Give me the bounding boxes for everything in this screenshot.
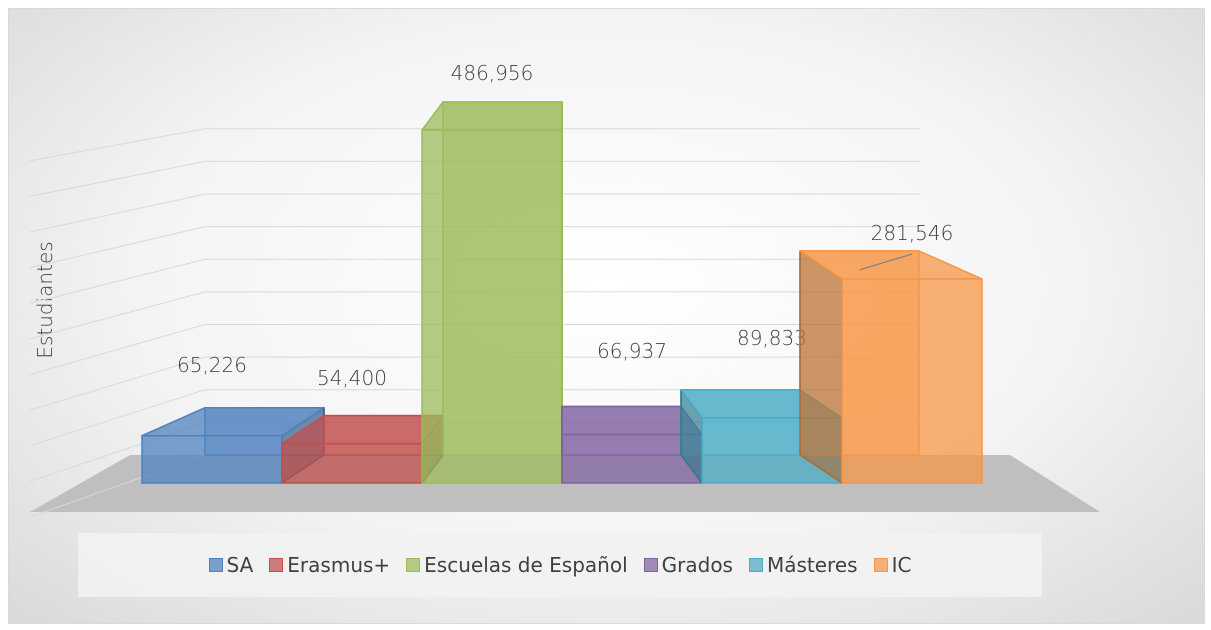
legend-swatch — [873, 558, 888, 572]
legend-item: Escuelas de Español — [406, 553, 628, 577]
data-label: 66,937 — [597, 339, 667, 363]
grid-line — [29, 160, 206, 197]
legend-item: SA — [208, 553, 254, 577]
legend-swatch — [748, 558, 763, 572]
legend-item: Grados — [643, 553, 733, 577]
legend-label: Másteres — [766, 553, 858, 577]
data-label: 486,956 — [451, 61, 534, 85]
grid-line — [29, 226, 206, 269]
bar-3d — [799, 250, 983, 484]
data-label: 54,400 — [317, 366, 387, 390]
grid-line — [29, 291, 206, 340]
data-label: 281,546 — [871, 221, 954, 245]
leader-line — [859, 253, 913, 271]
bar-3d — [421, 101, 563, 484]
legend-swatch — [643, 558, 658, 572]
legend-label: Grados — [661, 553, 733, 577]
bar-side — [799, 250, 843, 484]
legend-label: Escuelas de Español — [424, 553, 628, 577]
bar — [421, 129, 563, 484]
bar — [841, 278, 983, 484]
grid-line — [29, 128, 206, 162]
legend-swatch — [406, 558, 421, 572]
legend-item: Erasmus+ — [269, 553, 390, 577]
grid-line — [29, 258, 206, 304]
legend: SA Erasmus+ Escuelas de Español Grados Máste… — [78, 533, 1042, 597]
legend-label: Erasmus+ — [287, 553, 391, 577]
bar — [141, 434, 283, 484]
bar — [281, 442, 423, 484]
legend-swatch — [208, 558, 223, 572]
data-label: 89,833 — [737, 326, 807, 350]
grid-line — [29, 389, 206, 447]
grid-line — [29, 324, 206, 375]
bar-top — [421, 101, 563, 131]
legend-item: Másteres — [748, 553, 858, 577]
bar-3d — [281, 414, 444, 484]
data-label: 65,226 — [177, 353, 247, 377]
legend-swatch — [269, 558, 284, 572]
legend-label: IC — [891, 553, 912, 577]
legend-item: IC — [873, 553, 912, 577]
legend-label: SA — [226, 553, 254, 577]
grid-line — [29, 356, 206, 411]
chart-area — [8, 8, 1205, 624]
grid-line — [29, 193, 206, 233]
